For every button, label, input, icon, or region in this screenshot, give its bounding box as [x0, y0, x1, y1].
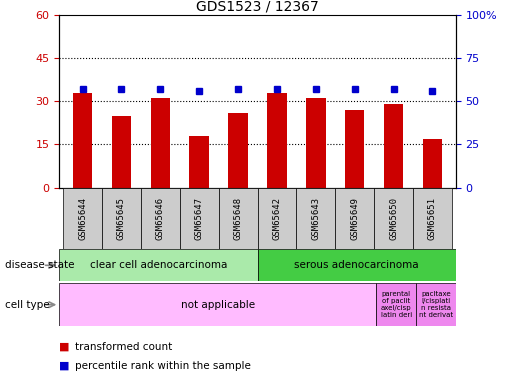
Bar	[150, 98, 170, 188]
Text: GSM65645: GSM65645	[117, 197, 126, 240]
Text: percentile rank within the sample: percentile rank within the sample	[75, 361, 251, 370]
Bar	[384, 104, 403, 188]
Text: transformed count: transformed count	[75, 342, 172, 352]
Bar	[335, 188, 374, 249]
Bar	[296, 188, 335, 249]
Text: GSM65650: GSM65650	[389, 197, 398, 240]
Bar	[219, 188, 258, 249]
Bar	[267, 93, 287, 188]
Bar	[59, 283, 376, 326]
Text: GSM65646: GSM65646	[156, 197, 165, 240]
Text: ■: ■	[59, 361, 70, 370]
Bar	[190, 136, 209, 188]
Text: pacltaxe
l/cisplati
n resista
nt derivat: pacltaxe l/cisplati n resista nt derivat	[419, 291, 453, 318]
Bar	[59, 249, 258, 281]
Text: GSM65651: GSM65651	[428, 197, 437, 240]
Text: GSM65648: GSM65648	[234, 197, 243, 240]
Text: ■: ■	[59, 342, 70, 352]
Bar	[102, 188, 141, 249]
Text: disease state: disease state	[5, 260, 75, 270]
Bar	[423, 139, 442, 188]
Text: GSM65649: GSM65649	[350, 197, 359, 240]
Bar	[228, 113, 248, 188]
Text: GSM65642: GSM65642	[272, 197, 281, 240]
Bar	[141, 188, 180, 249]
Text: not applicable: not applicable	[181, 300, 255, 310]
Text: cell type: cell type	[5, 300, 50, 310]
Bar	[63, 188, 102, 249]
Bar	[180, 188, 219, 249]
Bar	[416, 283, 456, 326]
Text: parental
of paclit
axel/cisp
latin deri: parental of paclit axel/cisp latin deri	[381, 291, 412, 318]
Bar	[258, 188, 296, 249]
Bar	[258, 249, 456, 281]
Bar	[73, 93, 92, 188]
Bar	[306, 98, 325, 188]
Bar	[374, 188, 413, 249]
Title: GDS1523 / 12367: GDS1523 / 12367	[196, 0, 319, 14]
Text: serous adenocarcinoma: serous adenocarcinoma	[295, 260, 419, 270]
Text: GSM65647: GSM65647	[195, 197, 204, 240]
Bar	[112, 116, 131, 188]
Bar	[376, 283, 416, 326]
Bar	[345, 110, 365, 188]
Bar	[413, 188, 452, 249]
Text: GSM65644: GSM65644	[78, 197, 87, 240]
Text: GSM65643: GSM65643	[311, 197, 320, 240]
Text: clear cell adenocarcinoma: clear cell adenocarcinoma	[90, 260, 227, 270]
